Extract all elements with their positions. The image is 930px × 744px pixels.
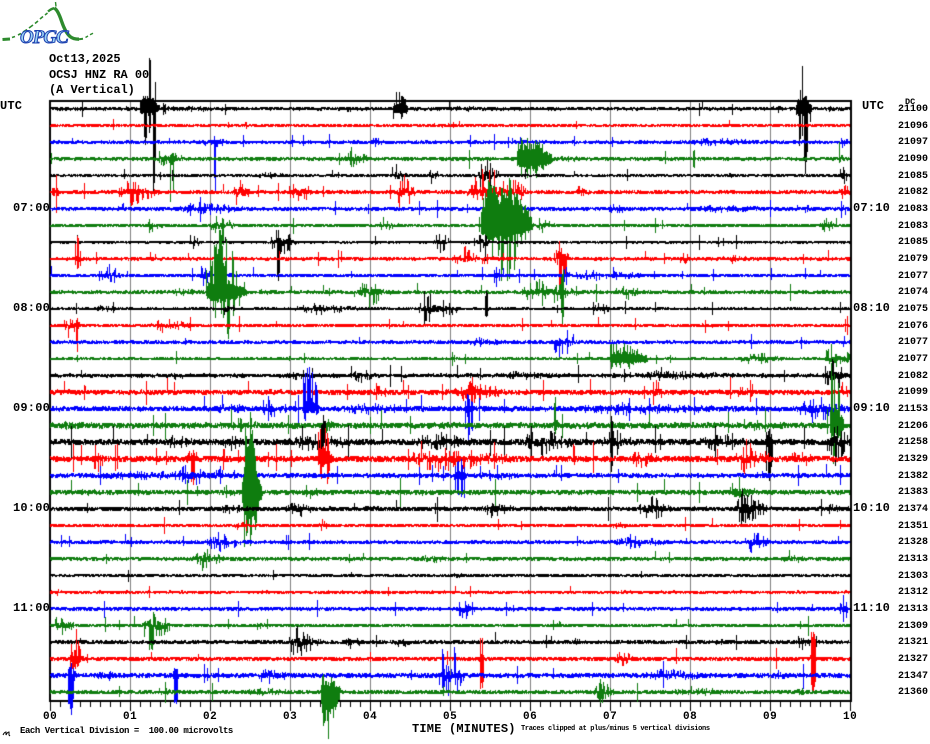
svg-text:OPGC: OPGC: [20, 27, 69, 48]
